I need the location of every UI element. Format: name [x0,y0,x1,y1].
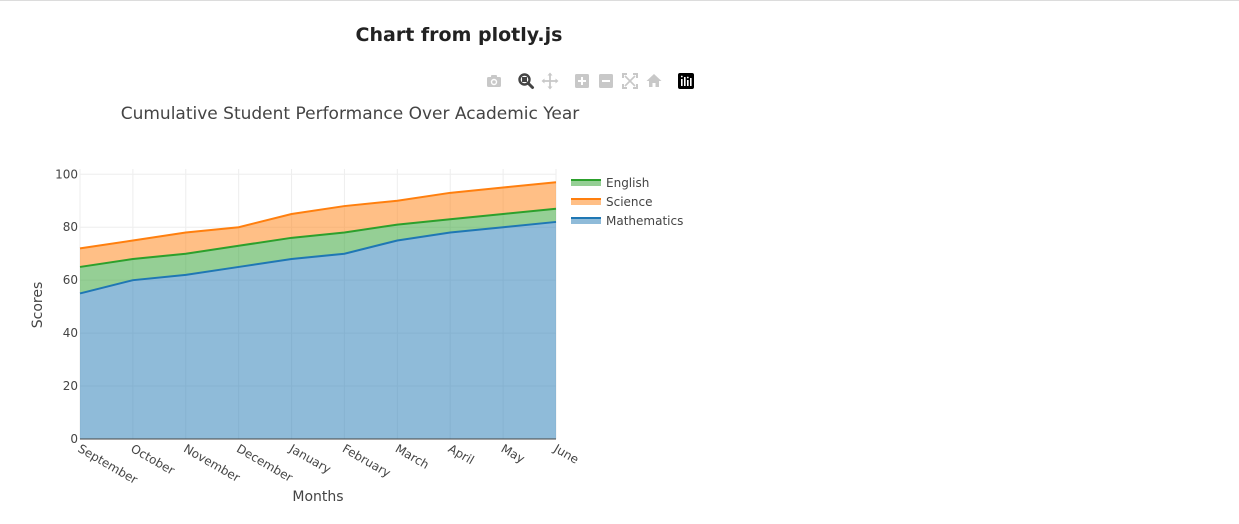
camera-icon[interactable] [484,71,504,91]
y-tick-label: 0 [70,432,78,446]
y-tick-label: 40 [63,326,78,340]
zoom-icon[interactable] [516,71,536,91]
legend-label: Science [606,195,653,209]
line-layer [79,181,557,295]
zoom-in-icon[interactable] [572,71,592,91]
x-tick-label: March [393,441,432,471]
legend-swatch [571,180,601,186]
legend-swatch [571,218,601,224]
x-axis-title: Months [292,489,343,505]
y-tick-label: 20 [63,379,78,393]
x-tick-label: September [76,441,140,486]
y-axis-title: Scores [30,282,46,329]
x-tick-label: November [181,441,242,484]
legend-item-english[interactable]: English [571,176,649,190]
legend: English Science Mathematics [571,176,683,228]
plotly-logo-icon[interactable] [676,71,696,91]
y-tick-labels: 0 20 40 60 80 100 [55,167,78,446]
legend-swatch [571,199,601,205]
zoom-out-icon[interactable] [596,71,616,91]
line-science[interactable] [79,181,557,250]
top-border [0,0,1239,1]
legend-label: English [606,176,649,190]
y-tick-label: 100 [55,167,78,181]
area-science[interactable] [80,182,556,267]
chart-title: Cumulative Student Performance Over Acad… [121,104,580,124]
autoscale-icon[interactable] [620,71,640,91]
pan-icon[interactable] [540,71,560,91]
legend-item-mathematics[interactable]: Mathematics [571,214,683,228]
x-tick-label: April [446,441,477,467]
legend-item-science[interactable]: Science [571,195,653,209]
area-layer [80,182,556,439]
x-tick-label: December [234,441,295,484]
x-tick-label: May [499,441,527,466]
line-mathematics[interactable] [79,220,557,295]
home-icon[interactable] [644,71,664,91]
legend-label: Mathematics [606,214,683,228]
y-tick-label: 60 [63,273,78,287]
x-tick-label: February [340,441,393,480]
area-mathematics[interactable] [80,221,556,439]
x-tick-label: June [551,441,582,467]
y-tick-label: 80 [63,220,78,234]
page-title: Chart from plotly.js [355,24,563,46]
line-english[interactable] [79,207,557,268]
